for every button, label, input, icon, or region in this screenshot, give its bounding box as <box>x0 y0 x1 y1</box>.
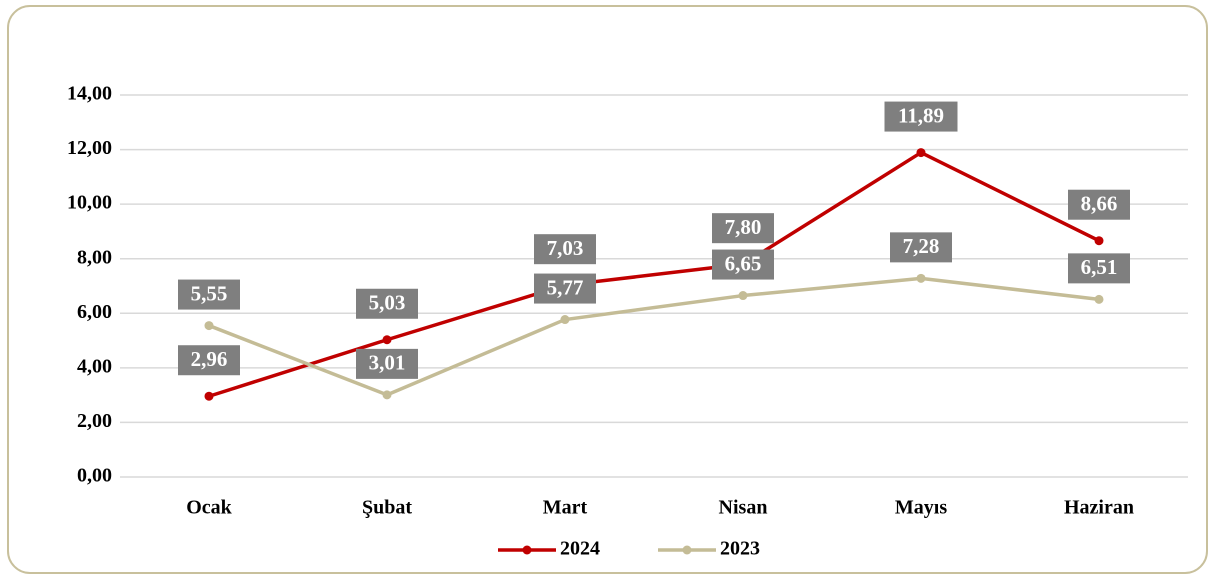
legend-label: 2024 <box>560 538 600 560</box>
x-tick-label: Mart <box>543 497 588 519</box>
data-point <box>916 148 926 158</box>
value-label-box <box>712 249 774 280</box>
data-point <box>1094 294 1104 304</box>
data-point <box>738 291 748 301</box>
y-tick-label: 10,00 <box>67 192 112 214</box>
x-tick-label: Nisan <box>719 497 768 519</box>
x-tick-label: Ocak <box>186 497 232 519</box>
y-tick-label: 14,00 <box>67 83 112 105</box>
y-tick-label: 6,00 <box>77 301 112 323</box>
value-label: 7,03 <box>547 236 584 260</box>
y-tick-label: 8,00 <box>77 246 112 268</box>
series-line <box>208 276 1100 397</box>
value-label-box <box>178 345 240 376</box>
x-tick-label: Haziran <box>1064 497 1134 519</box>
value-label: 6,51 <box>1081 255 1118 279</box>
data-point <box>204 321 214 331</box>
value-label-box <box>356 288 418 319</box>
chart-border <box>7 5 1208 574</box>
data-point <box>916 273 926 283</box>
data-point <box>382 390 392 400</box>
value-label-box <box>356 348 418 379</box>
y-tick-label: 2,00 <box>77 410 112 432</box>
legend-marker <box>522 545 532 555</box>
value-label-box <box>1068 253 1130 284</box>
y-tick-label: 4,00 <box>77 355 112 377</box>
value-label: 6,65 <box>725 251 762 275</box>
value-label: 2,96 <box>191 347 228 371</box>
data-point <box>1094 236 1104 246</box>
value-label: 7,80 <box>725 215 762 239</box>
x-tick-label: Mayıs <box>895 497 947 519</box>
value-label: 11,89 <box>898 103 944 127</box>
legend-label: 2023 <box>720 538 760 560</box>
value-label: 5,77 <box>547 275 584 299</box>
y-tick-label: 12,00 <box>67 137 112 159</box>
legend-marker <box>682 545 692 555</box>
value-label-box <box>884 101 958 132</box>
value-label: 5,03 <box>369 291 406 315</box>
value-label-box <box>534 234 596 265</box>
data-point <box>204 391 214 401</box>
value-label-box <box>890 232 952 263</box>
value-label-box <box>178 279 240 310</box>
value-label: 5,55 <box>191 281 228 305</box>
value-label-box <box>1068 189 1130 220</box>
value-label: 8,66 <box>1081 192 1118 216</box>
value-label: 3,01 <box>369 351 406 375</box>
value-label-box <box>712 213 774 244</box>
data-point <box>560 315 570 325</box>
value-label: 7,28 <box>903 234 940 258</box>
data-point <box>382 335 392 345</box>
x-tick-label: Şubat <box>362 497 412 519</box>
value-label-box <box>534 273 596 304</box>
y-tick-label: 0,00 <box>77 465 112 487</box>
